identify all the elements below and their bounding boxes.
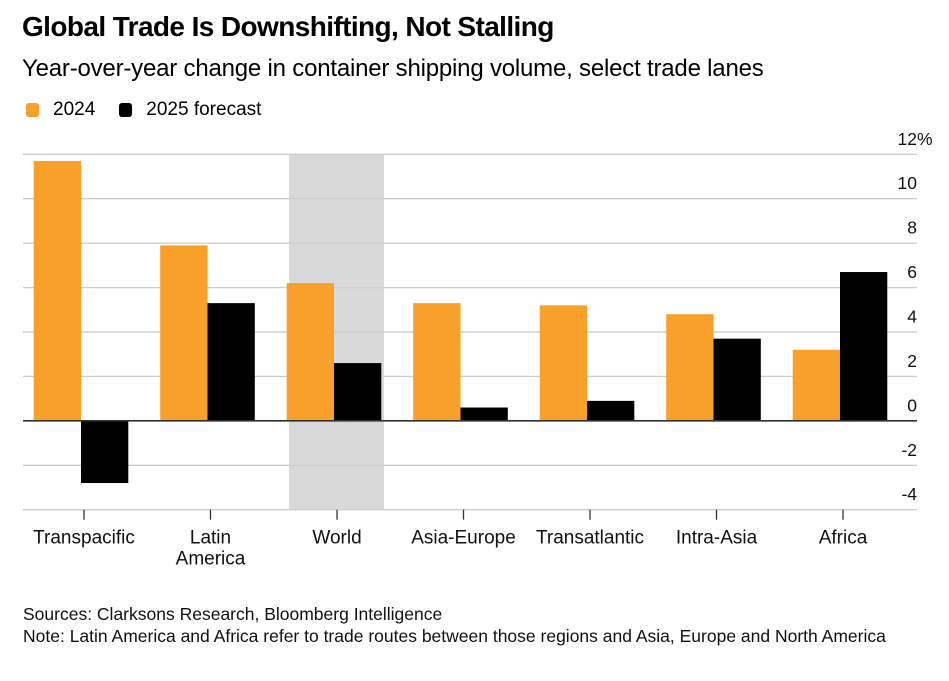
bar-latin-america-2025-forecast	[207, 303, 255, 421]
legend-item-2024: 2024	[26, 99, 95, 121]
x-tick-label-latin-america: America	[176, 549, 246, 570]
note-text: Note: Latin America and Africa refer to …	[23, 625, 886, 646]
y-tick-label: 2	[907, 351, 917, 371]
bar-africa-2024	[792, 349, 840, 421]
bar-world-2025-forecast	[334, 363, 382, 421]
y-tick-label: 12%	[898, 129, 933, 149]
x-tick-label-world: World	[312, 528, 361, 549]
bar-asia-europe-2024	[413, 303, 461, 421]
x-tick-label-transatlantic: Transatlantic	[536, 528, 644, 549]
bar-asia-europe-2025-forecast	[460, 407, 508, 421]
bar-transatlantic-2025-forecast	[587, 400, 635, 421]
y-tick-label: 6	[907, 262, 917, 282]
bars	[33, 160, 888, 484]
chart-title: Global Trade Is Downshifting, Not Stalli…	[22, 11, 554, 42]
chart-subtitle: Year-over-year change in container shipp…	[22, 55, 764, 82]
legend-swatch-2025-forecast	[119, 103, 133, 117]
bar-transpacific-2024	[33, 160, 81, 421]
x-tick-label-transpacific: Transpacific	[33, 528, 135, 549]
bar-africa-2025-forecast	[840, 272, 888, 421]
y-tick-label: -4	[901, 484, 917, 504]
legend-label-2025-forecast: 2025 forecast	[146, 99, 262, 120]
x-tick-label-asia-europe: Asia-Europe	[411, 528, 516, 549]
footer: Sources: Clarksons Research, Bloomberg I…	[23, 604, 903, 647]
x-tick-label-latin-america: Latin	[190, 528, 231, 549]
legend-label-2024: 2024	[53, 99, 96, 120]
legend-item-2025-forecast: 2025 forecast	[119, 99, 261, 121]
gridlines	[23, 153, 917, 511]
y-tick-label: 10	[898, 173, 918, 193]
bar-transpacific-2025-forecast	[81, 420, 129, 484]
bar-intra-asia-2025-forecast	[713, 338, 761, 421]
bar-intra-asia-2024	[666, 314, 714, 421]
bar-world-2024	[286, 283, 334, 421]
bar-transatlantic-2024	[539, 305, 587, 421]
y-tick-label: 8	[907, 218, 917, 238]
y-tick-label: -2	[901, 440, 917, 460]
sources-text: Sources: Clarksons Research, Bloomberg I…	[23, 604, 443, 624]
bar-latin-america-2024	[160, 245, 208, 421]
x-tick-label-africa: Africa	[819, 528, 868, 549]
y-tick-label: 0	[907, 395, 917, 415]
y-axis-labels: -4 -2 0 2 4 6 8 10 12%	[898, 129, 933, 504]
x-tick-label-intra-asia: Intra-Asia	[676, 528, 758, 549]
legend-swatch-2024	[26, 103, 39, 117]
y-tick-label: 4	[907, 307, 917, 327]
legend: 2024 2025 forecast	[26, 98, 285, 122]
